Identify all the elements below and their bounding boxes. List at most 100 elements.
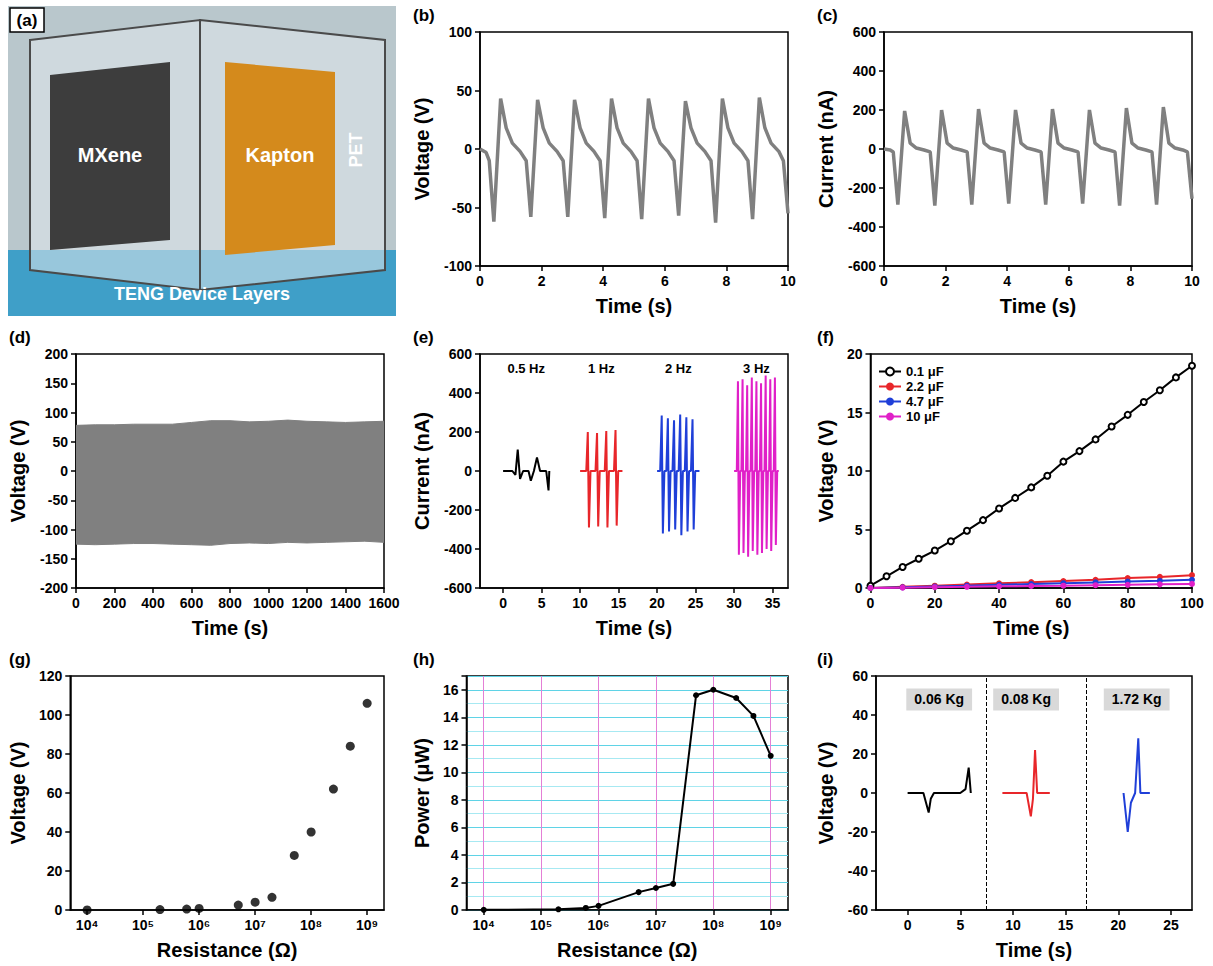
svg-text:600: 600 <box>180 595 204 611</box>
svg-text:60: 60 <box>47 785 63 801</box>
svg-text:-600: -600 <box>848 258 876 274</box>
svg-text:0.5 Hz: 0.5 Hz <box>507 361 545 376</box>
svg-text:Time (s): Time (s) <box>1000 295 1076 317</box>
svg-text:800: 800 <box>218 595 242 611</box>
svg-text:0: 0 <box>867 595 875 611</box>
svg-text:-400: -400 <box>444 541 472 557</box>
svg-text:Time (s): Time (s) <box>996 939 1072 961</box>
svg-text:40: 40 <box>991 595 1007 611</box>
svg-text:8: 8 <box>723 273 731 289</box>
svg-text:-50: -50 <box>48 492 68 508</box>
svg-text:4: 4 <box>451 847 459 863</box>
svg-text:2: 2 <box>538 273 546 289</box>
svg-text:5: 5 <box>538 595 546 611</box>
svg-text:60: 60 <box>852 668 868 684</box>
svg-text:Current (nA): Current (nA) <box>815 90 837 208</box>
svg-text:Voltage (V): Voltage (V) <box>7 420 29 523</box>
svg-text:400: 400 <box>853 63 877 79</box>
svg-text:(i): (i) <box>817 650 833 669</box>
svg-text:15: 15 <box>1058 917 1074 933</box>
svg-text:0.1 μF: 0.1 μF <box>906 364 944 379</box>
svg-text:Time (s): Time (s) <box>192 617 268 639</box>
svg-text:400: 400 <box>141 595 165 611</box>
svg-text:10⁴: 10⁴ <box>472 917 495 933</box>
svg-text:16: 16 <box>443 682 459 698</box>
svg-text:40: 40 <box>47 824 63 840</box>
svg-text:20: 20 <box>927 595 943 611</box>
svg-text:25: 25 <box>1163 917 1179 933</box>
svg-text:Voltage (V): Voltage (V) <box>411 98 433 201</box>
svg-text:200: 200 <box>449 424 473 440</box>
svg-text:10⁹: 10⁹ <box>760 917 782 933</box>
svg-text:-600: -600 <box>444 580 472 596</box>
svg-text:600: 600 <box>449 346 473 362</box>
svg-text:Resistance (Ω): Resistance (Ω) <box>157 939 298 961</box>
svg-text:-100: -100 <box>444 258 472 274</box>
svg-text:6: 6 <box>451 819 459 835</box>
svg-text:10⁸: 10⁸ <box>702 917 724 933</box>
svg-text:0.06 Kg: 0.06 Kg <box>914 691 964 707</box>
svg-text:14: 14 <box>443 709 459 725</box>
svg-text:50: 50 <box>52 434 68 450</box>
svg-text:-200: -200 <box>40 580 68 596</box>
svg-text:15: 15 <box>611 595 627 611</box>
svg-text:60: 60 <box>1056 595 1072 611</box>
svg-text:10: 10 <box>443 764 459 780</box>
svg-text:0: 0 <box>451 902 459 918</box>
svg-text:1400: 1400 <box>330 595 361 611</box>
svg-text:Power (μW): Power (μW) <box>411 738 433 848</box>
svg-text:-20: -20 <box>848 824 868 840</box>
svg-text:20: 20 <box>847 346 863 362</box>
svg-text:20: 20 <box>1110 917 1126 933</box>
svg-text:12: 12 <box>443 737 459 753</box>
svg-text:20: 20 <box>649 595 665 611</box>
svg-text:10⁶: 10⁶ <box>588 917 610 933</box>
svg-text:Kapton: Kapton <box>246 144 315 166</box>
svg-text:8: 8 <box>451 792 459 808</box>
svg-text:150: 150 <box>45 375 69 391</box>
svg-text:0: 0 <box>499 595 507 611</box>
svg-text:1 Hz: 1 Hz <box>588 361 615 376</box>
svg-text:10: 10 <box>572 595 588 611</box>
svg-text:0.08 Kg: 0.08 Kg <box>1001 691 1051 707</box>
svg-text:10⁵: 10⁵ <box>530 917 552 933</box>
svg-text:-40: -40 <box>848 863 868 879</box>
svg-text:Voltage (V): Voltage (V) <box>815 420 837 523</box>
svg-text:6: 6 <box>1065 273 1073 289</box>
svg-text:10: 10 <box>1184 273 1200 289</box>
svg-text:(e): (e) <box>413 328 434 347</box>
svg-text:2.2 μF: 2.2 μF <box>906 379 944 394</box>
svg-text:Time (s): Time (s) <box>596 617 672 639</box>
svg-text:(h): (h) <box>413 650 435 669</box>
svg-text:-50: -50 <box>452 200 472 216</box>
svg-text:0: 0 <box>904 917 912 933</box>
svg-text:5: 5 <box>956 917 964 933</box>
svg-text:100: 100 <box>449 24 473 40</box>
svg-text:10 μF: 10 μF <box>906 409 940 424</box>
svg-text:100: 100 <box>39 707 63 723</box>
svg-text:4.7 μF: 4.7 μF <box>906 394 944 409</box>
svg-text:200: 200 <box>853 102 877 118</box>
svg-text:2 Hz: 2 Hz <box>665 361 692 376</box>
svg-text:15: 15 <box>847 405 863 421</box>
svg-text:(c): (c) <box>817 6 838 25</box>
svg-text:-200: -200 <box>848 180 876 196</box>
svg-text:8: 8 <box>1127 273 1135 289</box>
svg-text:10: 10 <box>847 463 863 479</box>
svg-text:-400: -400 <box>848 219 876 235</box>
svg-text:Voltage (V): Voltage (V) <box>815 742 837 845</box>
svg-text:100: 100 <box>45 405 69 421</box>
svg-text:80: 80 <box>47 746 63 762</box>
svg-text:0: 0 <box>855 580 863 596</box>
svg-text:30: 30 <box>726 595 742 611</box>
svg-text:10⁹: 10⁹ <box>356 917 378 933</box>
svg-text:Time (s): Time (s) <box>993 617 1069 639</box>
svg-text:(d): (d) <box>9 328 31 347</box>
svg-text:20: 20 <box>47 863 63 879</box>
svg-text:0: 0 <box>72 595 80 611</box>
svg-text:50: 50 <box>456 83 472 99</box>
svg-text:600: 600 <box>853 24 877 40</box>
svg-text:MXene: MXene <box>78 144 142 166</box>
svg-text:-60: -60 <box>848 902 868 918</box>
svg-text:Time (s): Time (s) <box>596 295 672 317</box>
